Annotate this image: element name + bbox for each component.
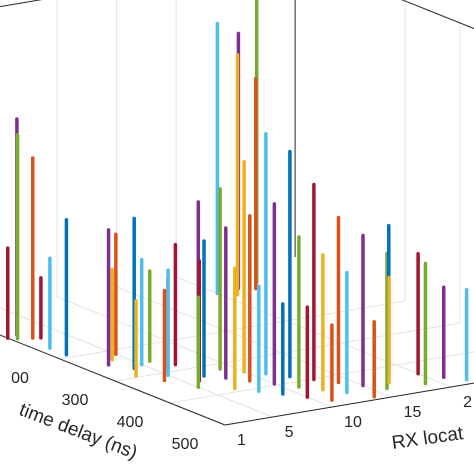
axis-edge bbox=[0, 334, 226, 426]
grid-line bbox=[169, 351, 474, 404]
y-tick-label: 1 bbox=[237, 432, 246, 449]
grid-line bbox=[56, 296, 333, 408]
axis-edge bbox=[401, 0, 474, 30]
y-tick-label: 5 bbox=[285, 424, 294, 441]
grid-line bbox=[116, 286, 392, 398]
x-tick-label: 300 bbox=[62, 392, 89, 409]
stems bbox=[6, 0, 469, 402]
axis-edge bbox=[0, 0, 43, 8]
x-tick-label: 400 bbox=[117, 414, 144, 431]
axis-edge bbox=[224, 382, 474, 426]
grid-line bbox=[114, 322, 461, 382]
y-axis-label: RX locat bbox=[390, 423, 465, 454]
y-tick-label: 2 bbox=[463, 394, 472, 411]
x-tick-label: 00 bbox=[11, 370, 29, 387]
y-tick-label: 10 bbox=[344, 414, 362, 431]
axes-box bbox=[0, 0, 474, 426]
y-tick-label: 15 bbox=[404, 404, 422, 421]
x-tick-label: 500 bbox=[172, 436, 199, 453]
